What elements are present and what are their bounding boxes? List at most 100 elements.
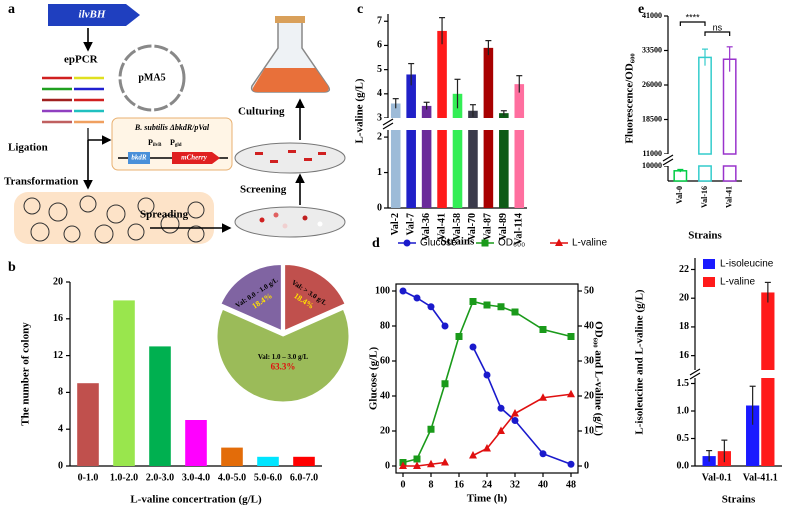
y-tick-label: 18500 (642, 114, 662, 123)
panel-label: d (372, 236, 380, 251)
axis-break (382, 118, 527, 130)
panel-label: b (8, 260, 16, 275)
axis-title: Strains (441, 236, 475, 248)
marker (497, 404, 505, 412)
break-mark (382, 122, 394, 130)
x-tick-label: Val-114 (514, 213, 525, 245)
x-tick-label: 6.0-7.0 (290, 472, 318, 483)
legend-label: L-isoleucine (720, 259, 774, 270)
axis-title: L-valine concertration (g/L) (130, 494, 262, 506)
step-label: Screening (240, 184, 287, 196)
series-line (402, 290, 572, 465)
step-label: Ligation (8, 142, 48, 154)
panel-label: e (638, 2, 644, 17)
marker (427, 425, 435, 433)
axis-title: The number of colony (20, 322, 32, 426)
x-tick-label: 40 (538, 479, 548, 490)
flask-cap (275, 16, 305, 23)
y-tick-label: 11000 (642, 149, 662, 158)
y2-tick-label: 0 (584, 460, 589, 471)
marker (427, 459, 435, 468)
bar (390, 103, 401, 118)
x-tick-label: Val-2 (390, 213, 401, 235)
bar (149, 346, 171, 466)
promoter-label: PilvB (148, 138, 162, 148)
gene-label: ilvBH (79, 9, 106, 21)
significance-label: **** (686, 12, 701, 22)
legend-label: L-valine (720, 277, 755, 288)
x-tick-label: Val-41 (436, 213, 447, 240)
legend-marker (555, 238, 563, 246)
break-mark (382, 118, 394, 126)
workflow-diagram: ilvBH epPCR pMA5 Ligation B. subtilis Δb… (4, 4, 346, 244)
marker (511, 308, 519, 316)
marker (567, 389, 575, 398)
gene-label: mCherry (181, 154, 208, 162)
bar (483, 47, 494, 118)
y-tick-label: 16 (53, 313, 63, 324)
marker (399, 461, 407, 469)
promoter-label: Pgld (170, 138, 182, 148)
series-line (402, 300, 572, 464)
marker (441, 322, 449, 330)
panel-label: a (8, 2, 15, 17)
y-tick-label: 0.0 (677, 460, 690, 471)
marker (497, 303, 505, 311)
y-tick-label: 0 (385, 460, 390, 471)
y-tick-label: 1.5 (677, 378, 690, 389)
bar (761, 378, 775, 466)
x-tick-label: 4.0-5.0 (218, 472, 246, 483)
y-tick-label: 40 (380, 390, 390, 401)
x-tick-label: Val-0 (675, 186, 684, 204)
axis-title: Strains (722, 494, 756, 506)
marker (427, 303, 435, 311)
step-label: Culturing (238, 106, 285, 118)
x-tick-label: Val-87 (483, 213, 494, 240)
marker (455, 333, 463, 340)
y-tick-label: 1.0 (677, 405, 690, 416)
x-tick-label: 32 (510, 479, 520, 490)
y-tick-label: 1 (377, 167, 382, 178)
y-tick-label: 60 (380, 355, 390, 366)
y2-tick-label: 20 (584, 390, 594, 401)
colonies (259, 212, 323, 229)
marker (413, 294, 421, 302)
pie-value: 63.3% (271, 361, 296, 371)
axis-title: OD₆₀₀ and L-valine (g/L) (592, 321, 604, 436)
y-tick-label: 26000 (642, 80, 662, 89)
marker (539, 450, 547, 458)
fragments (42, 76, 104, 124)
y-tick-label: 80 (380, 320, 390, 331)
y-tick-label: 20 (679, 293, 689, 304)
x-tick-label: 3.0-4.0 (182, 472, 210, 483)
bar (698, 56, 712, 155)
break-mark (689, 368, 701, 376)
marker (469, 343, 477, 351)
marker (483, 301, 491, 309)
bar (514, 130, 525, 208)
y2-tick-label: 30 (584, 355, 594, 366)
y-tick-label: 18 (679, 321, 689, 332)
step-label: Transformation (4, 176, 78, 188)
y-tick-label: 8 (58, 387, 63, 398)
step-label: Spreading (140, 209, 189, 221)
y-tick-label: 100 (375, 285, 390, 296)
legend-swatch (703, 277, 715, 287)
y-tick-label: 22 (679, 264, 689, 275)
pie-slice (216, 308, 350, 403)
significance-label: ns (713, 22, 723, 32)
axis-break (662, 154, 742, 166)
y-tick-label: 6 (377, 40, 382, 51)
gene-arrow (48, 4, 140, 26)
y-tick-label: 33500 (642, 45, 662, 54)
x-tick-label: Val-7 (405, 213, 416, 235)
plasmid (118, 44, 186, 112)
host-label: B. subtilis ΔbkdR/pVal (134, 123, 210, 132)
plate (234, 206, 346, 238)
pie-category: Val: 1.0 – 3.0 g/L (258, 353, 309, 361)
y-tick-label: 7 (377, 16, 382, 27)
y-tick-label: 20 (380, 425, 390, 436)
bar (406, 74, 416, 118)
marker (399, 287, 407, 295)
x-tick-label: 0-1.0 (78, 472, 99, 483)
